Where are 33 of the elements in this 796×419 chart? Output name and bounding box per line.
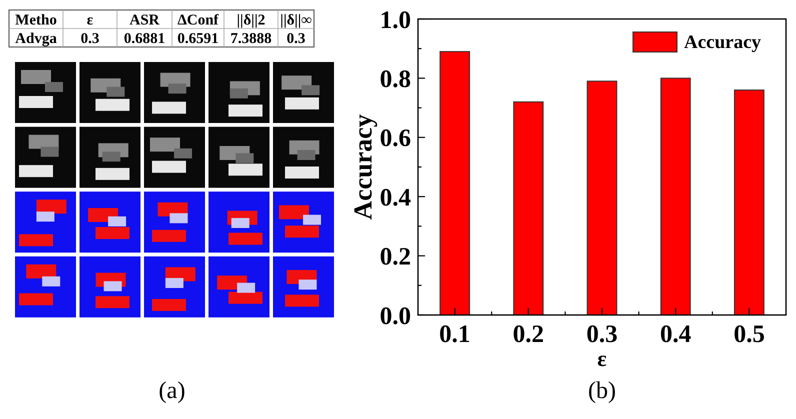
x-tick-label: 0.2	[512, 321, 544, 348]
text: 0.6881	[124, 30, 166, 47]
legend-label: Accuracy	[684, 32, 762, 53]
text: Advga	[15, 30, 57, 47]
text: (a)	[158, 378, 186, 404]
category-label: ||δ||∞	[280, 12, 312, 28]
category-label: ASR	[129, 12, 160, 28]
y-tick-label: 0.4	[380, 184, 412, 212]
x-tick-label: 0.3	[586, 321, 618, 348]
y-tick-label: 0.8	[380, 66, 411, 93]
bar	[734, 90, 764, 316]
x-tick-label: 0.1	[439, 321, 470, 348]
y-tick-label: 0.0	[380, 302, 411, 330]
y-axis-title: Accuracy	[348, 114, 378, 220]
x-tick-label: 0.5	[734, 321, 765, 348]
bar	[586, 80, 618, 316]
category-label: ||δ||2	[236, 12, 266, 28]
category-label: ε	[86, 12, 94, 28]
bar	[660, 78, 691, 316]
text: 7.3888	[230, 30, 272, 47]
x-tick-label: 0.4	[660, 321, 692, 348]
text: 0.3	[80, 30, 100, 47]
y-tick-label: 0.6	[380, 125, 411, 152]
category-label: Metho	[15, 12, 57, 28]
text: (b)	[588, 378, 616, 404]
category-label: ΔConf	[177, 12, 220, 28]
text: 0.6591	[177, 30, 219, 47]
bar	[513, 101, 544, 316]
bar	[440, 51, 470, 316]
y-tick-label: 0.2	[380, 244, 411, 271]
x-axis-title: ε	[597, 346, 607, 371]
y-tick-label: 1.0	[380, 6, 411, 34]
text: 0.3	[286, 30, 306, 47]
